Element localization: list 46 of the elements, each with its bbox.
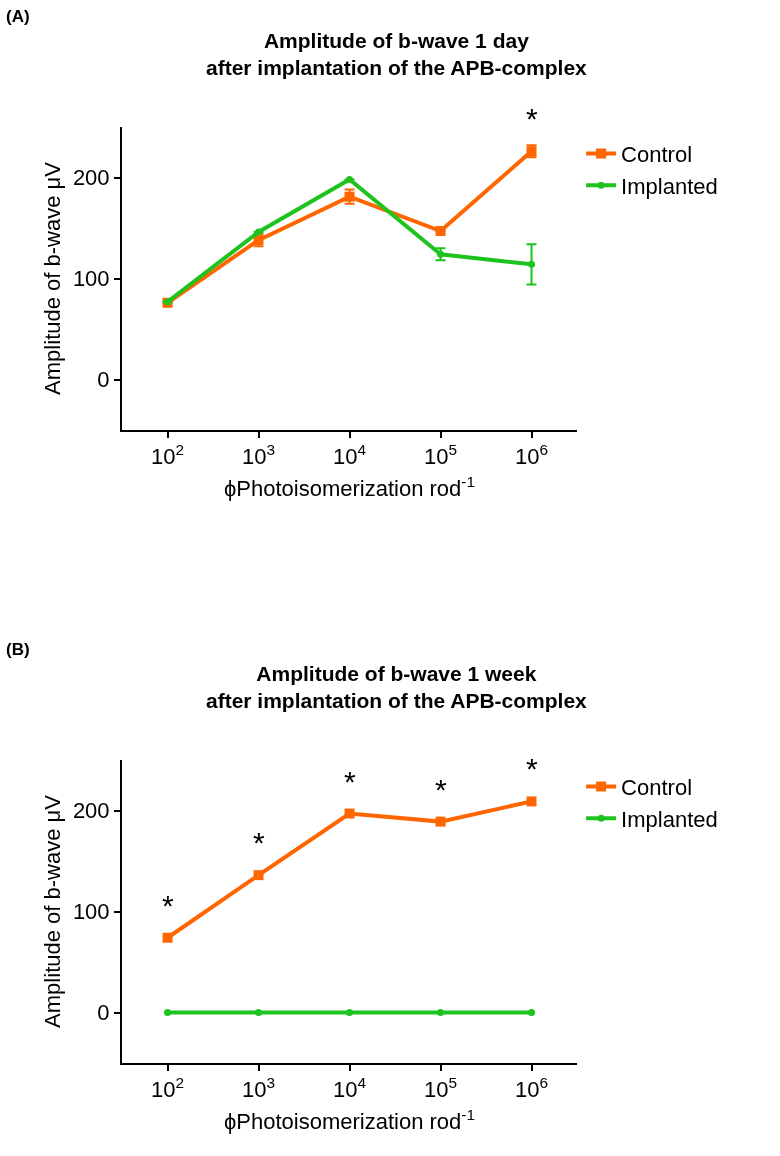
- y-tick-label: 100: [72, 899, 110, 925]
- annotation: *: [435, 773, 447, 806]
- point: [346, 1009, 354, 1016]
- point: [435, 816, 446, 827]
- x-axis-title: ϕPhotoisomerization rod$^{-1}$: [223, 1105, 476, 1134]
- annotation: *: [344, 765, 356, 798]
- legend-label: Implanted: [621, 806, 718, 832]
- point: [528, 1009, 536, 1016]
- x-tick-label: 10$^{3}$: [242, 441, 276, 470]
- legend-label: Control: [621, 142, 693, 168]
- y-tick-label: 100: [72, 266, 110, 292]
- point: [164, 1009, 172, 1016]
- point: [528, 260, 536, 268]
- point: [526, 796, 537, 807]
- y-tick-label: 0: [97, 1000, 110, 1026]
- y-tick-label: 200: [72, 798, 110, 824]
- chart-title: Amplitude of b-wave 1 day after implantation of the APB-complex: [206, 29, 588, 80]
- x-tick-label: 10$^{2}$: [151, 1074, 185, 1103]
- x-tick-label: 10$^{4}$: [333, 441, 367, 470]
- x-tick-label: 10$^{4}$: [333, 1074, 367, 1103]
- x-tick-label: 10$^{6}$: [515, 441, 549, 470]
- annotation: *: [162, 889, 174, 922]
- text: (A): [6, 7, 30, 26]
- chart-title: Amplitude of b-wave 1 week after implantation of the APB-complex: [206, 662, 588, 713]
- x-axis-title: ϕPhotoisomerization rod$^{-1}$: [223, 472, 476, 501]
- annotation: *: [526, 102, 538, 135]
- point: [344, 808, 355, 819]
- y-tick-label: 0: [97, 367, 110, 393]
- x-tick-label: 10$^{5}$: [424, 441, 458, 470]
- x-tick-label: 10$^{2}$: [151, 441, 185, 470]
- annotation: *: [526, 752, 538, 785]
- x-tick-label: 10$^{5}$: [424, 1074, 458, 1103]
- point: [437, 1009, 445, 1016]
- y-tick-label: 200: [72, 165, 110, 191]
- point: [253, 870, 264, 881]
- y-axis-title: Amplitude of b-wave μV: [40, 794, 66, 1028]
- point: [435, 226, 446, 237]
- x-tick-label: 10$^{6}$: [515, 1074, 549, 1103]
- legend-label: Implanted: [621, 173, 718, 199]
- annotation: *: [253, 826, 265, 859]
- x-tick-label: 10$^{3}$: [242, 1074, 276, 1103]
- point: [255, 1009, 263, 1016]
- y-axis-title: Amplitude of b-wave μV: [40, 161, 66, 395]
- text: (B): [6, 640, 30, 659]
- point: [162, 932, 173, 943]
- legend-label: Control: [621, 775, 693, 801]
